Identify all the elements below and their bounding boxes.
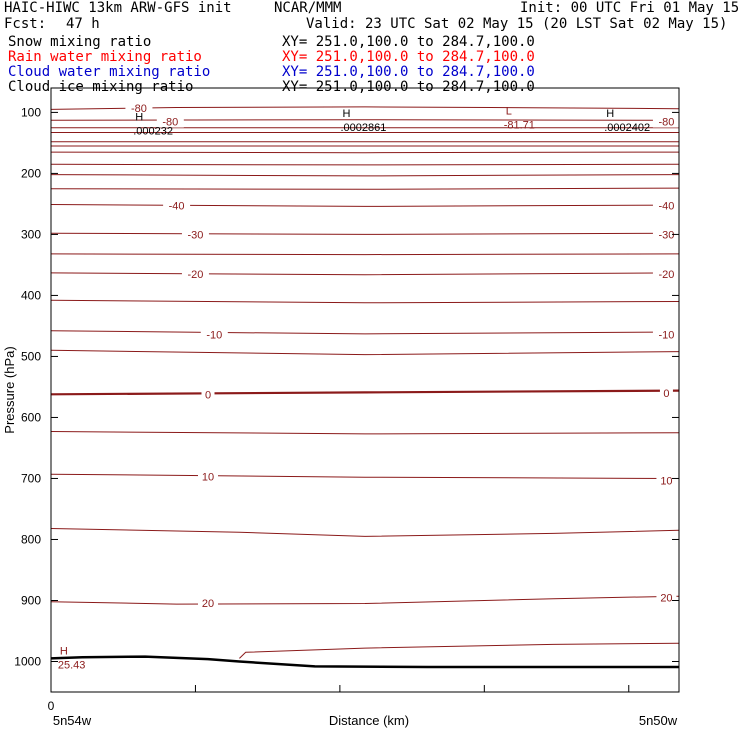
contour-label-bg-4 (652, 199, 680, 212)
contour-line-9 (50, 187, 680, 190)
contour-line-12 (50, 253, 680, 256)
contour-label-bg-16 (656, 591, 677, 604)
contour-label-bg-7 (181, 268, 209, 281)
extremum-marker-1: H (342, 108, 350, 120)
y-tick-label-300: 300 (21, 227, 41, 241)
contour-label-11: 0 (205, 389, 211, 401)
contour-label-bg-11 (201, 388, 215, 401)
y-tick-label-600: 600 (21, 410, 41, 424)
contour-label-9: -10 (206, 329, 222, 341)
extremum-value-4: 25.43 (58, 659, 86, 671)
contour-label-3: -40 (169, 201, 185, 213)
field-xy-rain: XY= 251.0,100.0 to 284.7,100.0 (282, 49, 535, 65)
contour-line-1 (50, 119, 680, 121)
contour-line-14 (50, 299, 680, 304)
contour-line-21 (50, 595, 680, 605)
org-label: NCAR/MMM (274, 0, 342, 16)
extremum-marker-2: L (506, 106, 512, 118)
contour-line-7 (50, 163, 680, 166)
init-time: Init: 00 UTC Fri 01 May 15 (520, 0, 740, 16)
extremum-marker-3: H (606, 108, 614, 120)
contour-line-22 (239, 642, 680, 659)
extremum-value-0: .000232 (133, 126, 173, 138)
y-tick-label-900: 900 (21, 593, 41, 607)
extremum-value-3: .0002402 (604, 122, 650, 134)
field-name-snow: Snow mixing ratio (8, 34, 152, 50)
contour-label-bg-10 (652, 328, 680, 341)
contour-label-8: -20 (658, 269, 674, 281)
extremum-marker-4: H (60, 645, 68, 657)
contour-label-bg-12 (659, 387, 673, 400)
y-tick-label-800: 800 (21, 532, 41, 546)
x-axis-label: Distance (km) (329, 713, 409, 728)
contour-label-14: 10 (660, 475, 672, 487)
contour-line-19 (50, 473, 680, 479)
x-right-label: 5n50w (639, 713, 678, 728)
x-left-label: 5n54w (53, 713, 92, 728)
contour-label-bg-2 (652, 115, 680, 128)
contour-label-bg-8 (652, 268, 680, 281)
contour-label-bg-13 (198, 470, 218, 483)
contour-line-20 (50, 528, 680, 537)
contour-label-bg-6 (652, 228, 680, 241)
y-tick-label-100: 100 (21, 105, 41, 119)
field-xy-snow: XY= 251.0,100.0 to 284.7,100.0 (282, 34, 535, 50)
contour-label-6: -30 (658, 229, 674, 241)
y-tick-label-400: 400 (21, 288, 41, 302)
contour-label-4: -40 (658, 201, 674, 213)
forecast-hours: 47 h (66, 16, 100, 32)
y-tick-label-500: 500 (21, 349, 41, 363)
contour-label-bg-1 (156, 115, 184, 128)
contour-line-8 (50, 174, 680, 177)
contour-label-2: -80 (658, 117, 674, 129)
contour-line-10 (50, 204, 680, 207)
contour-label-bg-3 (163, 199, 191, 212)
contour-label-1: -80 (162, 117, 178, 129)
y-axis-label: Pressure (hPa) (2, 346, 17, 433)
y-tick-label-1000: 1000 (14, 654, 41, 668)
extremum-value-1: .0002861 (340, 122, 386, 134)
contour-label-bg-0 (125, 102, 153, 115)
contour-label-12: 0 (663, 388, 669, 400)
forecast-label: Fcst: (4, 16, 47, 32)
chart-title: HAIC-HIWC 13km ARW-GFS init (4, 0, 232, 16)
contour-label-bg-15 (198, 596, 218, 609)
x-origin-label: 0 (48, 699, 55, 713)
plot-frame (50, 87, 680, 693)
field-xy-cloud-ice: XY= 251.0,100.0 to 284.7,100.0 (282, 79, 535, 95)
contour-label-5: -30 (187, 229, 203, 241)
valid-time: Valid: 23 UTC Sat 02 May 15 (20 LST Sat … (306, 16, 728, 32)
terrain-line (50, 655, 679, 669)
contour-label-13: 10 (202, 472, 214, 484)
contour-line-11 (50, 232, 680, 235)
y-tick-label-700: 700 (21, 471, 41, 485)
contour-label-bg-9 (200, 328, 228, 341)
contour-label-16: 20 (660, 592, 672, 604)
contour-label-bg-14 (656, 474, 677, 487)
contour-line-17 (50, 389, 680, 396)
extremum-value-2: -81.71 (504, 120, 535, 132)
contour-label-15: 20 (202, 598, 214, 610)
field-name-cloud-water: Cloud water mixing ratio (8, 64, 211, 80)
contour-label-bg-5 (181, 228, 209, 241)
contour-line-6 (50, 151, 680, 154)
extremum-marker-0: H (135, 112, 143, 124)
y-tick-label-200: 200 (21, 166, 41, 180)
contour-label-0: -80 (131, 103, 147, 115)
field-xy-cloud-water: XY= 251.0,100.0 to 284.7,100.0 (282, 64, 535, 80)
field-name-rain: Rain water mixing ratio (8, 49, 202, 65)
field-name-cloud-ice: Cloud ice mixing ratio (8, 79, 194, 95)
contour-line-16 (50, 349, 680, 356)
contour-label-10: -10 (658, 329, 674, 341)
contour-line-15 (50, 330, 680, 335)
contour-label-7: -20 (187, 269, 203, 281)
contour-line-13 (50, 272, 680, 276)
contour-line-18 (50, 431, 680, 435)
